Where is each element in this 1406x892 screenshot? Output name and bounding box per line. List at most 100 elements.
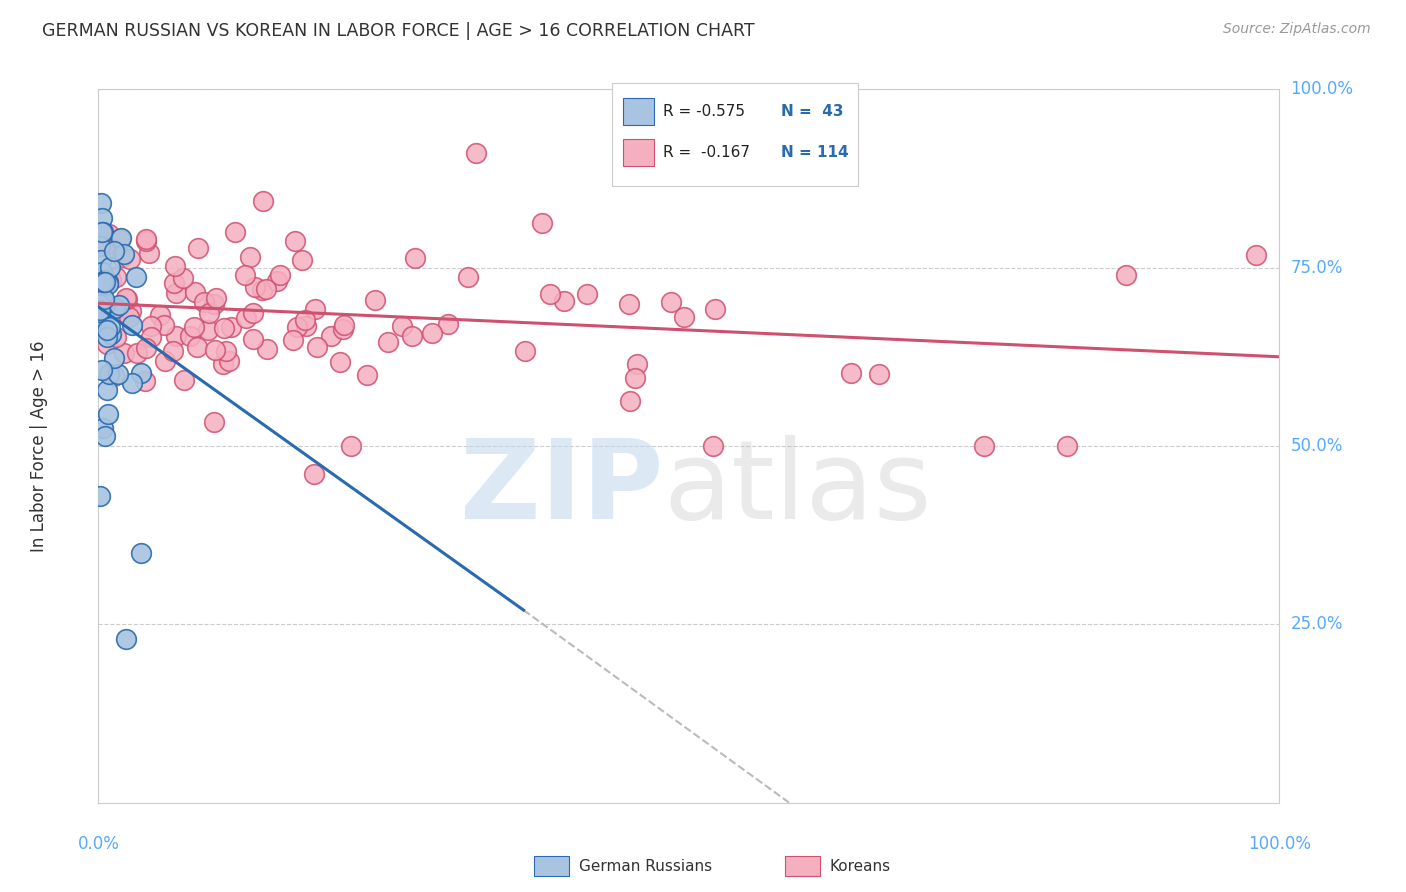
Point <box>202 297 225 311</box>
Point <box>148 308 170 322</box>
Point <box>187 240 209 254</box>
Point <box>401 329 423 343</box>
Point <box>704 301 727 316</box>
Point <box>224 225 246 239</box>
Point <box>129 366 152 380</box>
Point <box>134 374 156 388</box>
Point <box>659 295 682 310</box>
Point <box>127 346 149 360</box>
Point <box>135 232 157 246</box>
Point <box>364 293 387 308</box>
Point <box>284 234 307 248</box>
Point <box>269 268 291 282</box>
Text: N =  43: N = 43 <box>780 104 844 119</box>
Point <box>97 275 120 289</box>
Point <box>90 296 112 310</box>
Point <box>1244 248 1267 262</box>
Point <box>377 335 399 350</box>
Point <box>165 286 187 301</box>
Point <box>868 368 890 382</box>
Point <box>626 357 648 371</box>
Point <box>100 273 122 287</box>
Point <box>120 303 142 318</box>
Point <box>340 439 363 453</box>
Point <box>89 297 111 311</box>
Point <box>437 317 460 331</box>
Point <box>678 161 700 175</box>
Text: 50.0%: 50.0% <box>1291 437 1343 455</box>
Text: Source: ZipAtlas.com: Source: ZipAtlas.com <box>1223 22 1371 37</box>
Point <box>302 467 325 481</box>
Point <box>100 327 122 342</box>
Point <box>89 303 111 318</box>
Point <box>121 376 143 391</box>
Point <box>179 329 201 343</box>
Point <box>90 196 112 211</box>
Point <box>420 326 443 341</box>
Point <box>91 225 114 239</box>
Point <box>304 302 326 317</box>
Point <box>530 215 553 229</box>
Point <box>94 429 117 443</box>
Point <box>193 295 215 310</box>
Point <box>89 293 111 308</box>
Point <box>93 308 115 322</box>
Point <box>212 321 235 335</box>
Text: atlas: atlas <box>664 435 931 542</box>
Point <box>256 343 278 357</box>
Point <box>165 260 187 274</box>
Point <box>186 340 208 354</box>
Text: 25.0%: 25.0% <box>1291 615 1343 633</box>
Point <box>172 270 194 285</box>
Text: 0.0%: 0.0% <box>77 835 120 853</box>
Point <box>91 319 114 334</box>
Point <box>619 394 641 409</box>
Point <box>93 292 115 306</box>
Point <box>242 332 264 346</box>
Point <box>515 344 537 359</box>
Point <box>391 318 413 333</box>
Point <box>96 330 118 344</box>
Point <box>290 253 312 268</box>
Point <box>117 292 139 306</box>
Point <box>1056 439 1078 453</box>
Point <box>152 318 174 332</box>
Point <box>404 251 426 265</box>
Point <box>98 319 121 334</box>
Point <box>198 306 221 320</box>
Point <box>235 311 257 326</box>
Point <box>221 320 243 334</box>
Point <box>112 306 135 320</box>
Point <box>93 299 115 313</box>
Point <box>107 368 129 382</box>
Point <box>89 239 111 253</box>
Point <box>135 341 157 355</box>
Point <box>110 230 132 244</box>
Text: 100.0%: 100.0% <box>1291 80 1354 98</box>
Text: GERMAN RUSSIAN VS KOREAN IN LABOR FORCE | AGE > 16 CORRELATION CHART: GERMAN RUSSIAN VS KOREAN IN LABOR FORCE … <box>42 22 755 40</box>
Text: R = -0.575: R = -0.575 <box>662 104 745 119</box>
Point <box>100 260 122 274</box>
Point <box>233 268 256 282</box>
Point <box>617 297 640 311</box>
Point <box>90 253 112 268</box>
Point <box>287 320 309 334</box>
Point <box>94 297 117 311</box>
Point <box>96 323 118 337</box>
Point <box>553 294 575 309</box>
Point <box>141 330 163 344</box>
Point <box>218 354 240 368</box>
Text: In Labor Force | Age > 16: In Labor Force | Age > 16 <box>31 340 48 552</box>
Point <box>252 194 274 209</box>
Text: Koreans: Koreans <box>830 859 890 873</box>
Point <box>118 310 141 324</box>
Point <box>93 275 115 289</box>
Point <box>183 319 205 334</box>
Point <box>702 439 724 453</box>
Point <box>252 283 274 297</box>
Point <box>94 273 117 287</box>
Point <box>97 227 120 241</box>
Point <box>239 250 262 264</box>
Point <box>266 274 288 288</box>
Point <box>839 366 862 380</box>
